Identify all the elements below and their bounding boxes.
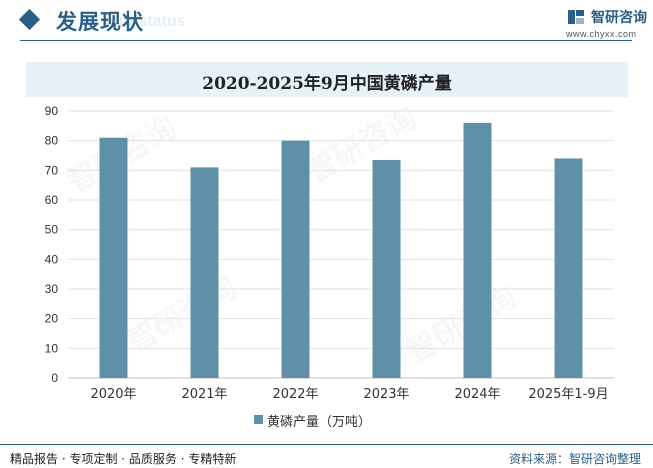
y-tick-label: 70 [45,163,59,177]
bar [281,140,310,378]
logo-icon [568,10,584,24]
legend-label: 黄磷产量（万吨） [267,415,372,430]
x-tick-label: 2021年 [181,387,227,402]
y-tick-label: 0 [51,371,58,385]
y-tick-label: 60 [45,193,59,207]
footer: 精品报告 · 专项定制 · 品质服务 · 专精特新 资料来源：智研咨询整理 [0,444,653,468]
section-title: 发展现状 [56,10,144,34]
footer-divider [0,444,653,445]
footer-source: 资料来源：智研咨询整理 [508,452,641,466]
x-tick-label: 2025年1-9月 [528,387,608,402]
y-tick-label: 10 [45,341,59,355]
y-tick-label: 40 [45,252,59,266]
section-title-bg: ent status [110,13,186,30]
x-tick-label: 2023年 [363,387,409,402]
y-tick-label: 20 [45,312,59,326]
x-tick-label: 2024年 [454,387,500,402]
header-divider [20,40,632,41]
logo-name: 智研咨询 [591,10,647,26]
section-header: ent status 发展现状 智研咨询 www.chyxx.com [0,0,653,44]
legend-swatch [254,415,263,424]
y-tick-label: 50 [45,223,59,237]
bars [99,122,583,378]
bar [554,158,583,378]
grid-lines [68,110,614,379]
chart-title-bar: 2020-2025年9月中国黄磷产量 [26,62,628,97]
logo-url: www.chyxx.com [566,29,637,39]
x-tick-label: 2022年 [272,387,318,402]
y-tick-label: 90 [45,104,59,118]
chart-title: 2020-2025年9月中国黄磷产量 [202,74,452,94]
bar [99,137,128,378]
footer-tagline: 精品报告 · 专项定制 · 品质服务 · 专精特新 [10,452,237,466]
bar [463,122,492,378]
x-tick-label: 2020年 [90,387,136,402]
y-tick-label: 80 [45,134,59,148]
y-tick-label: 30 [45,282,59,296]
x-tick-labels: 2020年 2021年 2022年 2023年 2024年 2025年1-9月 [90,387,608,402]
y-tick-labels: 0 10 20 30 40 50 60 70 80 90 [45,104,59,385]
bar [372,159,401,378]
bar [190,167,219,378]
